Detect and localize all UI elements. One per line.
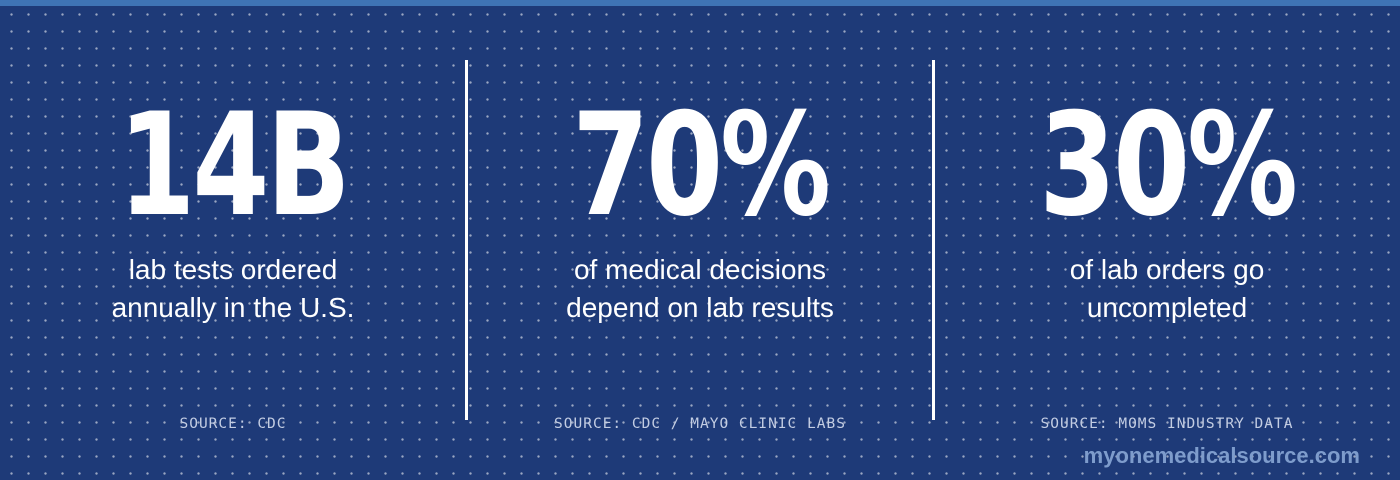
stat-description-line: lab tests ordered [128,254,338,285]
column-divider [465,60,468,420]
stat-value: 14B [118,83,350,248]
stat-uncompleted-orders: 30% of lab orders go uncompleted SOURCE:… [934,60,1400,440]
stat-description-line: depend on lab results [566,292,834,323]
stat-lab-tests: 14B lab tests ordered annually in the U.… [0,60,466,440]
stat-description-line: uncompleted [1086,292,1248,323]
stat-description-line: of lab orders go [1069,254,1265,285]
stat-value: 30% [1039,83,1298,248]
top-accent-bar [0,0,1400,6]
stat-description-line: annually in the U.S. [111,292,355,323]
stat-source: SOURCE: MOMS INDUSTRY DATA [1040,416,1294,432]
stat-description: lab tests ordered annually in the U.S. [0,251,466,327]
stat-source: SOURCE: CDC [179,416,287,432]
stat-source: SOURCE: CDC / MAYO CLINIC LABS [554,416,846,432]
stat-description: of lab orders go uncompleted [934,251,1400,327]
column-divider [932,60,935,420]
stat-description: of medical decisions depend on lab resul… [467,251,933,327]
stat-medical-decisions: 70% of medical decisions depend on lab r… [467,60,933,440]
stat-value: 70% [572,83,831,248]
stat-description-line: of medical decisions [573,254,827,285]
website-url[interactable]: myonemedicalsource.com [1083,443,1360,468]
